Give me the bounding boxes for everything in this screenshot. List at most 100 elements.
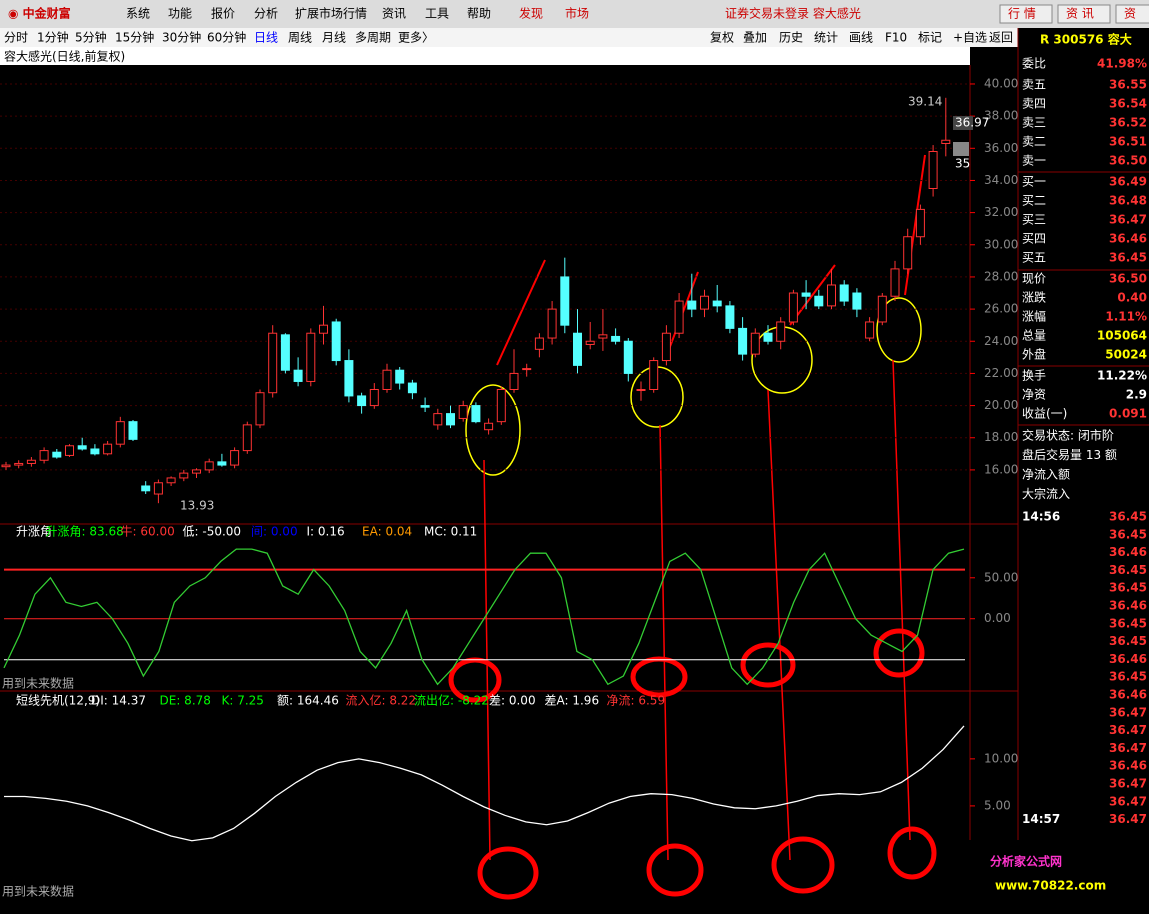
period-tab[interactable]: 分时 [4,31,28,45]
period-tab[interactable]: 5分钟 [75,30,107,45]
button[interactable] [1115,4,1149,24]
trade-price: 36.46 [1109,545,1147,559]
trade-price: 36.46 [1109,759,1147,773]
quote-label: 净资 [1022,388,1046,402]
candle-body [192,469,201,474]
candle-body [852,292,862,310]
y-tick-label: 18.00 [984,430,1018,444]
candle-body [103,443,113,455]
quote-value: 36.45 [1109,251,1147,265]
quote-value: 0.091 [1109,407,1147,421]
menu-item[interactable]: 工具 [425,7,449,21]
quote-label: 买四 [1022,232,1046,246]
y-tick-label: 22.00 [984,366,1018,380]
candle-body [217,461,227,466]
quote-label: 委比 [1022,57,1046,71]
y-tick-label: 32.00 [984,205,1018,219]
tool-button[interactable]: 统计 [814,31,838,45]
trade-price: 36.47 [1109,723,1147,737]
y-tick-label: 34.00 [984,173,1018,187]
candle-body [496,388,506,423]
menu-item[interactable]: 帮助 [467,7,491,21]
trade-price: 36.46 [1109,652,1147,666]
button[interactable] [1057,4,1111,24]
indicator-header: 升涨角 [16,524,52,539]
tool-button[interactable]: 画线 [849,31,873,45]
menu-item[interactable]: 市场 [565,6,589,21]
candle-body [306,332,316,382]
y-tick-label: 38.00 [984,109,1018,123]
button-label[interactable]: 资 讯 [1066,7,1094,21]
status-row: 交易状态: 闭市阶 [1022,428,1114,443]
y-tick-label: 50.00 [984,570,1018,584]
y-tick-label: 36.00 [984,141,1018,155]
chart-title: 容大感光(日线,前复权) [4,49,125,64]
price-tag-bg [953,116,973,130]
y-tick-label: 20.00 [984,398,1018,412]
candle-body [268,332,278,394]
period-tab[interactable]: 日线 [254,31,278,45]
tool-button[interactable]: F10 [885,31,907,45]
trade-price: 36.45 [1109,563,1147,577]
period-tab[interactable]: 60分钟 [207,30,246,45]
menu-item[interactable]: 系统 [126,7,150,21]
tool-button[interactable]: 复权 [710,31,734,45]
period-tab[interactable]: 多周期 [355,31,391,45]
trade-price: 36.45 [1109,670,1147,684]
quote-value: 36.51 [1109,135,1147,149]
tool-button[interactable]: 叠加 [743,31,767,45]
edge-label: 35 [955,157,970,171]
y-tick-label: 0.00 [984,611,1011,625]
candle-body [611,335,621,342]
candle-body [331,321,341,362]
menu-item[interactable]: 分析 [254,7,278,21]
period-tab[interactable]: 周线 [288,31,312,45]
period-tab[interactable]: 更多〉 [398,31,434,45]
toolbar [0,28,1018,47]
indicator-header: 升涨角: 83.68 [46,524,124,539]
quote-value: 36.50 [1109,154,1147,168]
candle-body [750,332,760,355]
menu-item[interactable]: 扩展市场行情 [295,6,367,21]
candle-body [77,445,87,450]
status: 证券交易未登录 容大感光 [725,6,861,21]
quote-label: 总量 [1022,329,1046,343]
candle-body [814,295,824,307]
quote-value: 36.49 [1109,175,1147,189]
period-tab[interactable]: 月线 [322,31,346,45]
candle-body [458,405,468,419]
indicator-header: 流入亿: 8.22 [346,693,417,708]
tool-button[interactable]: 标记 [918,31,942,45]
tool-button[interactable]: 历史 [779,31,803,45]
candle-body [39,450,49,461]
y-tick-label: 28.00 [984,269,1018,283]
candle-body [839,284,849,302]
menu-item[interactable]: 报价 [211,6,235,21]
button-label[interactable]: 行 情 [1008,7,1036,21]
menu-item[interactable]: 资讯 [382,7,406,21]
button[interactable] [999,4,1053,24]
candle-body [725,305,735,329]
y-tick-label: 10.00 [984,751,1018,765]
indicator-header: MC: 0.11 [424,525,477,539]
price-tag: 36.97 [955,116,989,130]
logo: ◉ 中金财富 [8,6,71,21]
quote-value: 0.40 [1117,291,1147,305]
y-tick-label: 5.00 [984,798,1011,812]
trade-price: 36.46 [1109,599,1147,613]
status-row: 大宗流入 [1022,486,1070,501]
button-label[interactable]: 资 [1124,7,1136,21]
candle-body [407,382,417,394]
menu-item[interactable]: 发现 [519,6,543,21]
period-tab[interactable]: 30分钟 [162,30,201,45]
candle-body [433,413,443,426]
candle-body [649,360,659,390]
logo-bg [940,840,1149,910]
period-tab[interactable]: 1分钟 [37,30,69,45]
period-tab[interactable]: 15分钟 [115,30,154,45]
tool-button[interactable]: 返回 [989,31,1013,45]
candle-body [623,340,633,374]
quote-value: 50024 [1105,348,1147,362]
menu-item[interactable]: 功能 [168,7,192,21]
tool-button[interactable]: +自选 [953,31,987,45]
